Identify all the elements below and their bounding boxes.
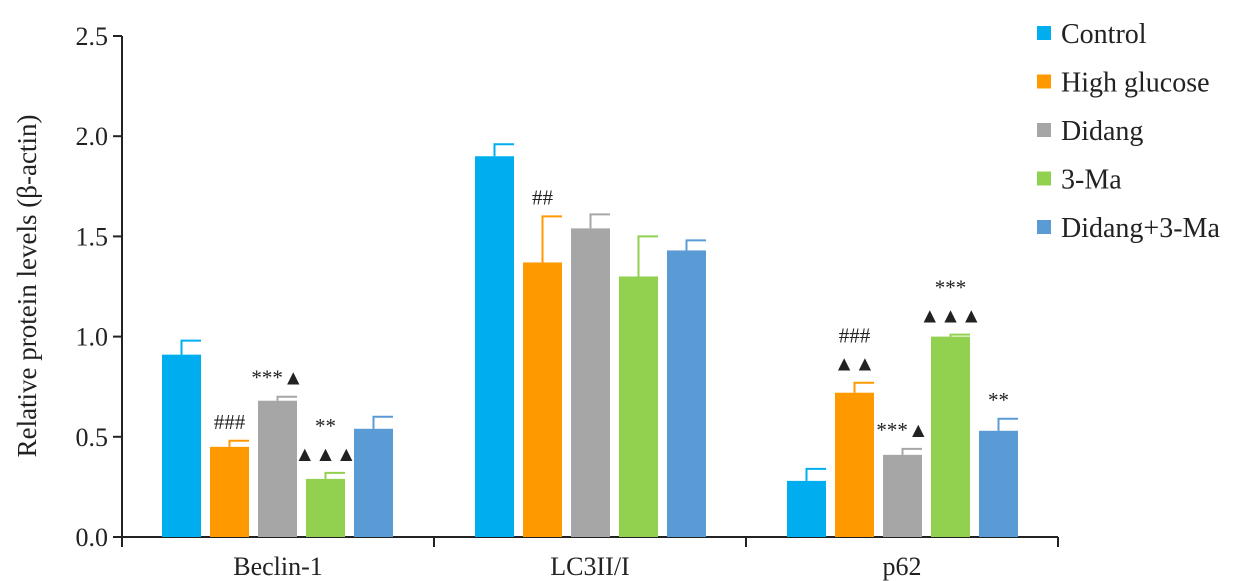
significance-marker: ***: [935, 276, 967, 300]
bar: [523, 262, 562, 537]
bar: [475, 156, 514, 538]
legend-swatch: [1037, 220, 1051, 234]
legend-swatch: [1037, 74, 1051, 89]
bar: [210, 446, 249, 537]
legend-swatch: [1037, 171, 1051, 186]
bars: [162, 143, 1018, 538]
significance-marker: ###: [839, 324, 871, 348]
significance-marker: ##: [532, 185, 554, 209]
bar: [258, 400, 297, 537]
bar: [667, 250, 706, 538]
significance-marker: ***▲: [251, 366, 303, 390]
significance-annotations: ###***▲**▲▲▲#####▲▲***▲***▲▲▲**: [214, 185, 1009, 466]
x-category-label: p62: [883, 552, 922, 581]
legend-label: Control: [1061, 19, 1147, 50]
x-axis: Beclin-1 LC3II/I p62: [121, 536, 1059, 581]
bar: [571, 228, 610, 537]
x-category-label: LC3II/I: [550, 552, 629, 581]
bar: [619, 276, 658, 537]
significance-marker: ###: [214, 410, 246, 434]
x-category-label: Beclin-1: [233, 552, 323, 581]
significance-marker: ▲▲: [834, 352, 876, 376]
bar: [835, 392, 874, 537]
bar: [883, 454, 922, 537]
significance-marker: **: [315, 414, 336, 438]
bar: [162, 354, 201, 537]
y-tick-label: 2.5: [76, 22, 109, 51]
y-tick-label: 1.0: [76, 323, 109, 352]
legend: Control High glucose Didang 3-Ma Didang+3-Ma: [1037, 19, 1220, 244]
bar: [787, 480, 826, 537]
y-tick-label: 2.0: [76, 122, 109, 151]
y-axis-label: Relative protein levels (β-actin): [12, 115, 42, 458]
bar: [306, 478, 345, 537]
significance-marker: ▲▲▲: [294, 442, 356, 466]
significance-marker: ***▲: [876, 418, 928, 442]
legend-swatch: [1037, 26, 1051, 40]
significance-marker: **: [988, 388, 1009, 412]
y-axis: 0.0 0.5 1.0 1.5 2.0 2.5: [76, 22, 123, 552]
significance-marker: ▲▲▲: [919, 304, 981, 328]
y-tick-label: 0.0: [76, 523, 109, 552]
legend-label: Didang+3-Ma: [1061, 213, 1220, 244]
bar: [354, 428, 393, 537]
legend-label: 3-Ma: [1061, 165, 1122, 196]
bar: [979, 430, 1018, 537]
y-tick-label: 0.5: [76, 423, 109, 452]
y-tick-label: 1.5: [76, 222, 109, 251]
legend-label: Didang: [1061, 116, 1143, 147]
bar: [931, 336, 970, 537]
legend-swatch: [1037, 123, 1051, 137]
legend-label: High glucose: [1061, 68, 1210, 99]
